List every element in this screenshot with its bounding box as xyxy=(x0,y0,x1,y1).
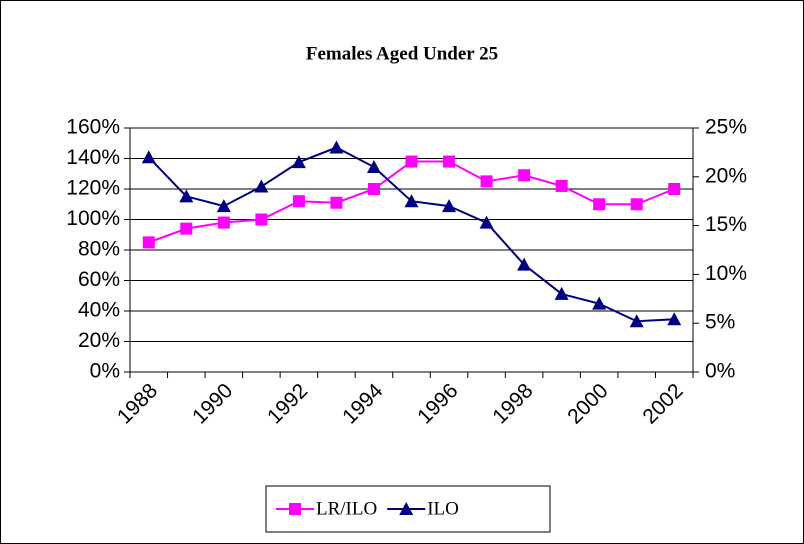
point xyxy=(404,194,419,208)
point xyxy=(142,236,155,249)
chart-title: Females Aged Under 25 xyxy=(306,43,498,64)
point xyxy=(292,195,305,208)
point xyxy=(180,222,193,235)
y-tick-label: 140% xyxy=(66,146,120,169)
point xyxy=(291,155,306,169)
point xyxy=(479,215,494,229)
y-tick-label: 40% xyxy=(78,299,120,322)
point xyxy=(141,150,156,164)
point xyxy=(329,140,344,154)
point xyxy=(593,198,606,211)
y2-tick-label: 0% xyxy=(705,360,735,383)
y2-tick-label: 15% xyxy=(705,213,747,236)
point xyxy=(517,257,532,271)
y2-tick-label: 20% xyxy=(705,164,747,187)
y2-tick-label: 25% xyxy=(705,116,747,139)
point xyxy=(330,196,343,209)
y-tick-label: 60% xyxy=(78,268,120,291)
point xyxy=(518,169,531,182)
point xyxy=(405,155,418,168)
point xyxy=(443,155,456,168)
point xyxy=(217,216,230,229)
point xyxy=(629,314,644,328)
legend-marker xyxy=(289,503,301,515)
y-tick-label: 20% xyxy=(78,329,120,352)
point xyxy=(554,286,569,300)
point xyxy=(668,183,681,195)
y-tick-label: 100% xyxy=(66,207,120,230)
y-tick-label: 120% xyxy=(66,177,120,200)
point xyxy=(592,296,607,310)
point xyxy=(480,175,493,188)
point xyxy=(630,198,643,211)
legend-marker xyxy=(399,502,414,515)
point xyxy=(216,199,231,213)
legend-label: ILO xyxy=(427,498,459,519)
point xyxy=(555,179,568,192)
point xyxy=(667,312,682,326)
y-tick-label: 80% xyxy=(78,238,120,261)
point xyxy=(442,199,457,213)
point xyxy=(366,160,381,174)
point xyxy=(179,189,194,203)
point xyxy=(254,179,269,193)
point xyxy=(367,183,380,195)
plot-area xyxy=(129,127,694,373)
legend-label: LR/ILO xyxy=(316,498,377,519)
y-tick-label: 160% xyxy=(66,116,120,139)
y-tick-label: 0% xyxy=(90,360,120,383)
point xyxy=(255,213,268,226)
y2-tick-label: 10% xyxy=(705,262,747,285)
y2-tick-label: 5% xyxy=(705,311,735,334)
